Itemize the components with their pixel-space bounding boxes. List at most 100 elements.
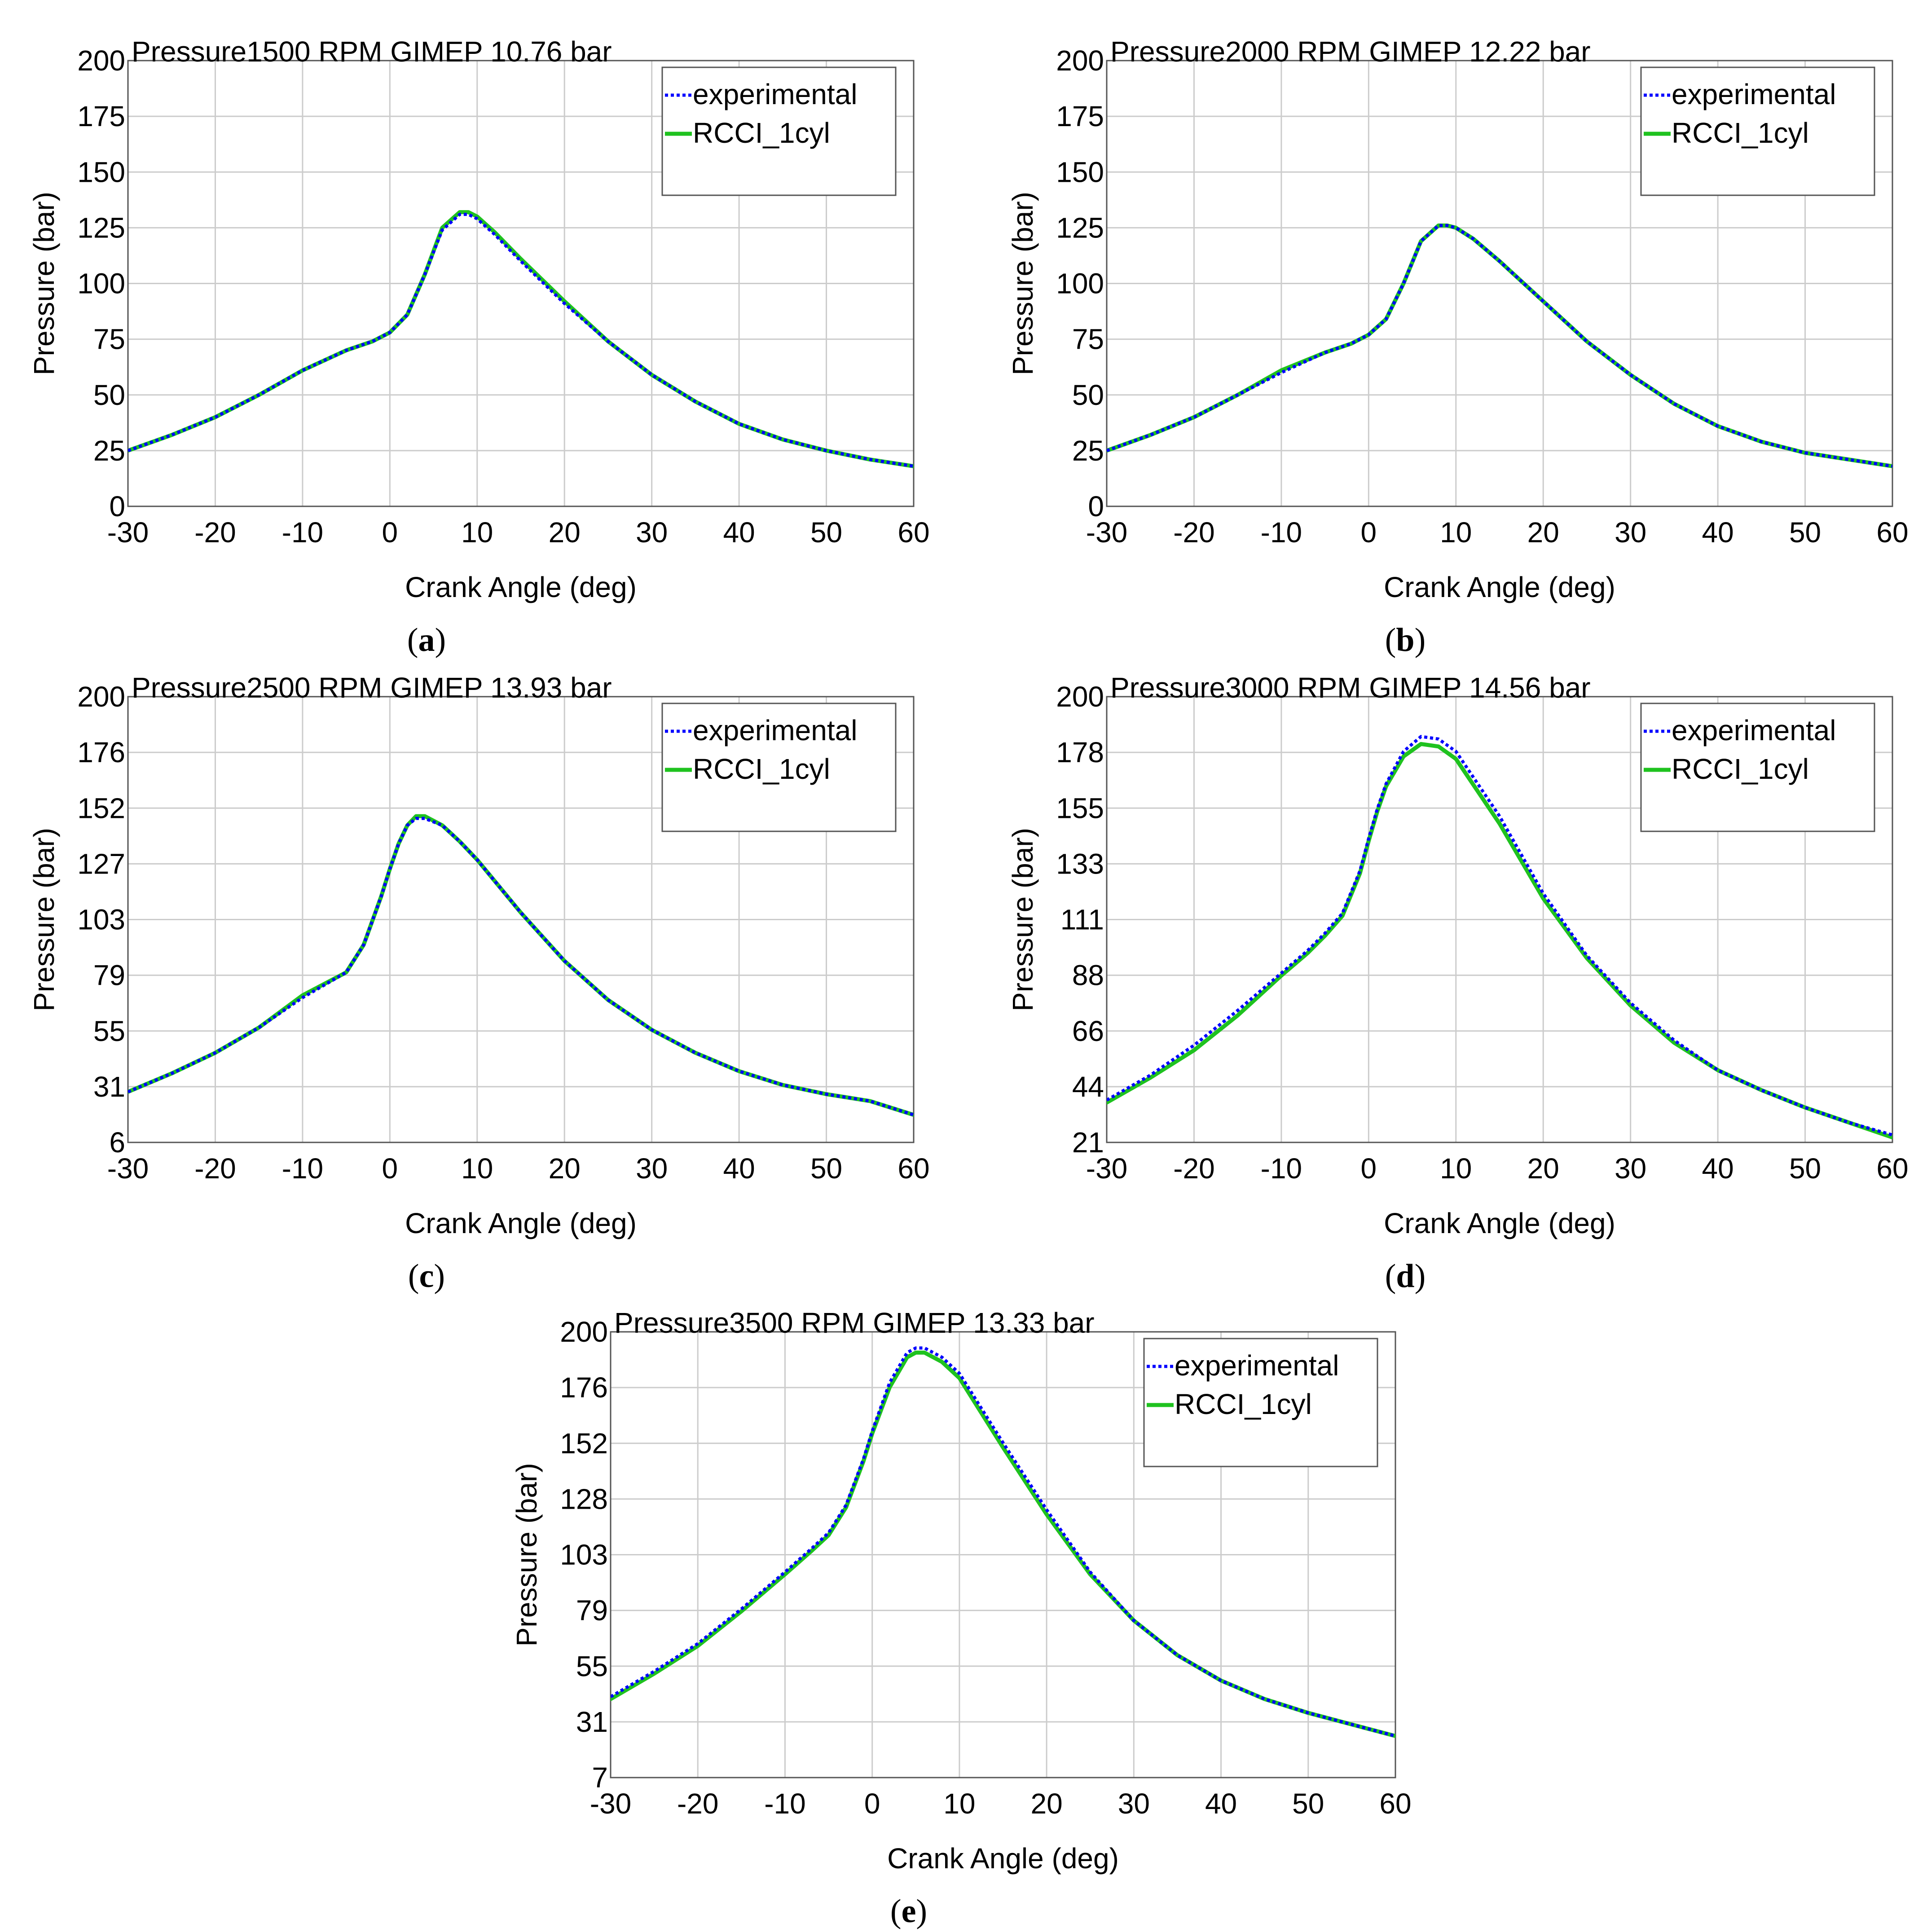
y-tick-label: 176 xyxy=(560,1371,608,1404)
chart-title: Pressure1500 RPM GIMEP 10.76 bar xyxy=(132,35,612,68)
x-tick-label: 20 xyxy=(1527,1152,1559,1185)
x-tick-label: -30 xyxy=(107,516,149,549)
x-axis-label: Crank Angle (deg) xyxy=(887,1842,1119,1875)
y-tick-label: 200 xyxy=(77,681,125,713)
x-tick-label: -10 xyxy=(764,1787,806,1820)
panel-caption-letter: a xyxy=(418,622,435,659)
legend-box xyxy=(661,703,897,832)
x-tick-label: 40 xyxy=(723,1152,755,1185)
y-tick-label: 7 xyxy=(592,1761,608,1794)
x-tick-label: 50 xyxy=(1789,1152,1821,1185)
x-tick-label: 60 xyxy=(1379,1787,1411,1820)
y-tick-label: 178 xyxy=(1056,736,1104,768)
y-tick-label: 150 xyxy=(1056,156,1104,188)
y-tick-label: 44 xyxy=(1072,1071,1104,1103)
chart-panel-d: -30 -20 -10 0 10 20 30 40 50 60 21 44 66 88 111 133 155 1… xyxy=(1007,672,1909,1295)
x-tick-label: 20 xyxy=(549,1152,581,1185)
x-tick-label: -20 xyxy=(1173,516,1215,549)
y-tick-label: 6 xyxy=(109,1126,125,1159)
panel-caption-letter: e xyxy=(902,1893,916,1930)
y-tick-label: 75 xyxy=(1072,323,1104,356)
y-tick-label: 31 xyxy=(93,1071,125,1103)
y-tick-label: 50 xyxy=(1072,379,1104,411)
series-line-experimental xyxy=(1107,224,1892,468)
y-tick-label: 152 xyxy=(77,792,125,824)
y-tick-label: 55 xyxy=(93,1015,125,1047)
x-tick-label: 30 xyxy=(1615,1152,1646,1185)
y-axis-label: Pressure (bar) xyxy=(28,192,60,375)
chart-panel-a: -30 -20 -10 0 10 20 30 40 50 60 0 25 50 75 100 125 150 17… xyxy=(28,35,930,659)
y-tick-label: 25 xyxy=(93,435,125,467)
legend-label: RCCI_1cyl xyxy=(693,753,830,785)
chart-panel-c: -30 -20 -10 0 10 20 30 40 50 60 6 31 55 79 103 127 152 17… xyxy=(28,672,930,1295)
x-tick-label: 40 xyxy=(1702,1152,1734,1185)
y-tick-label: 88 xyxy=(1072,959,1104,992)
y-tick-label: 175 xyxy=(77,100,125,132)
legend-box xyxy=(1143,1338,1378,1467)
x-axis-label: Crank Angle (deg) xyxy=(405,571,637,603)
y-tick-label: 100 xyxy=(77,268,125,300)
y-tick-label: 79 xyxy=(93,959,125,992)
y-tick-label: 100 xyxy=(1056,268,1104,300)
x-tick-label: 10 xyxy=(943,1787,975,1820)
panel-caption: (a) xyxy=(407,622,446,659)
y-tick-label: 200 xyxy=(560,1316,608,1348)
y-tick-label: 25 xyxy=(1072,435,1104,467)
x-axis-label: Crank Angle (deg) xyxy=(1384,571,1615,603)
legend-box xyxy=(661,66,897,196)
x-tick-label: 60 xyxy=(1876,1152,1908,1185)
x-tick-label: 20 xyxy=(1031,1787,1063,1820)
x-tick-label: 10 xyxy=(1440,516,1472,549)
series-line-experimental xyxy=(1107,735,1892,1137)
y-tick-label: 176 xyxy=(77,736,125,768)
axis-frame xyxy=(1106,60,1893,507)
y-tick-label: 50 xyxy=(93,379,125,411)
panel-caption: (b) xyxy=(1385,622,1425,659)
y-tick-label: 75 xyxy=(93,323,125,356)
x-tick-label: 10 xyxy=(461,516,493,549)
legend-box xyxy=(1640,703,1875,832)
y-tick-label: 79 xyxy=(576,1594,608,1627)
x-tick-label: -20 xyxy=(1173,1152,1215,1185)
y-tick-label: 175 xyxy=(1056,100,1104,132)
legend-label: experimental xyxy=(1672,78,1836,110)
legend-label: experimental xyxy=(1672,714,1836,746)
legend-label: RCCI_1cyl xyxy=(1672,117,1809,149)
x-tick-label: 60 xyxy=(898,1152,929,1185)
y-axis-label: Pressure (bar) xyxy=(1007,192,1039,375)
y-tick-label: 103 xyxy=(77,904,125,936)
x-tick-label: 20 xyxy=(1527,516,1559,549)
y-tick-label: 150 xyxy=(77,156,125,188)
x-tick-label: 30 xyxy=(1615,516,1646,549)
y-tick-label: 125 xyxy=(1056,211,1104,244)
panel-caption-letter: b xyxy=(1396,622,1414,659)
x-tick-label: 30 xyxy=(636,1152,668,1185)
legend-label: experimental xyxy=(693,78,857,110)
x-tick-label: 60 xyxy=(898,516,929,549)
y-tick-label: 111 xyxy=(1060,904,1104,936)
y-tick-label: 200 xyxy=(1056,681,1104,713)
x-tick-label: -30 xyxy=(1086,1152,1128,1185)
series-line-experimental xyxy=(128,817,914,1116)
chart-panel-e: -30 -20 -10 0 10 20 30 40 50 60 7 31 55 79 103 128 152 17… xyxy=(510,1307,1412,1930)
panel-caption: (e) xyxy=(890,1893,927,1930)
x-tick-label: 40 xyxy=(1702,516,1734,549)
y-tick-label: 133 xyxy=(1056,847,1104,880)
y-tick-label: 103 xyxy=(560,1539,608,1571)
y-tick-label: 127 xyxy=(77,847,125,880)
y-axis-label: Pressure (bar) xyxy=(28,828,60,1011)
x-tick-label: 50 xyxy=(1292,1787,1324,1820)
chart-title: Pressure3500 RPM GIMEP 13.33 bar xyxy=(614,1307,1095,1339)
legend-label: RCCI_1cyl xyxy=(693,117,830,149)
x-tick-label: -10 xyxy=(282,1152,324,1185)
axis-frame xyxy=(127,60,915,507)
panel-caption-letter: d xyxy=(1396,1258,1414,1295)
axis-frame xyxy=(127,696,915,1143)
x-tick-label: 40 xyxy=(723,516,755,549)
y-tick-label: 200 xyxy=(1056,44,1104,77)
x-tick-label: -30 xyxy=(1086,516,1128,549)
x-tick-label: 30 xyxy=(1118,1787,1150,1820)
x-tick-label: -10 xyxy=(1261,516,1302,549)
legend-label: RCCI_1cyl xyxy=(1175,1388,1312,1420)
